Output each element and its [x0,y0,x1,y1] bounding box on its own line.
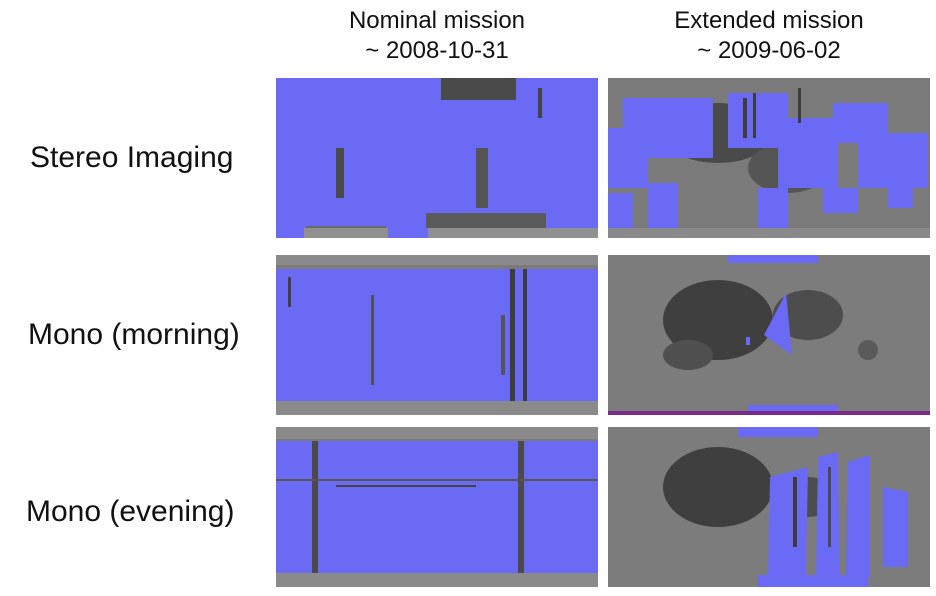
column-title: Nominal mission [348,7,526,34]
row-label-morning: Mono (morning) [28,318,240,351]
map-stereo-nominal [276,78,598,238]
row-label-stereo: Stereo Imaging [30,141,234,174]
map-stereo-extended [608,78,930,238]
row-label-evening: Mono (evening) [26,495,235,528]
map-morning-nominal [276,255,598,415]
column-header-nominal: Nominal mission ~ 2008-10-31 [276,6,598,66]
map-morning-extended [608,255,930,415]
column-date: ~ 2008-10-31 [365,37,509,64]
map-evening-nominal [276,427,598,587]
map-evening-extended [608,427,930,587]
column-title: Extended mission [674,7,864,34]
column-header-extended: Extended mission ~ 2009-06-02 [608,6,930,66]
column-date: ~ 2009-06-02 [697,37,841,64]
